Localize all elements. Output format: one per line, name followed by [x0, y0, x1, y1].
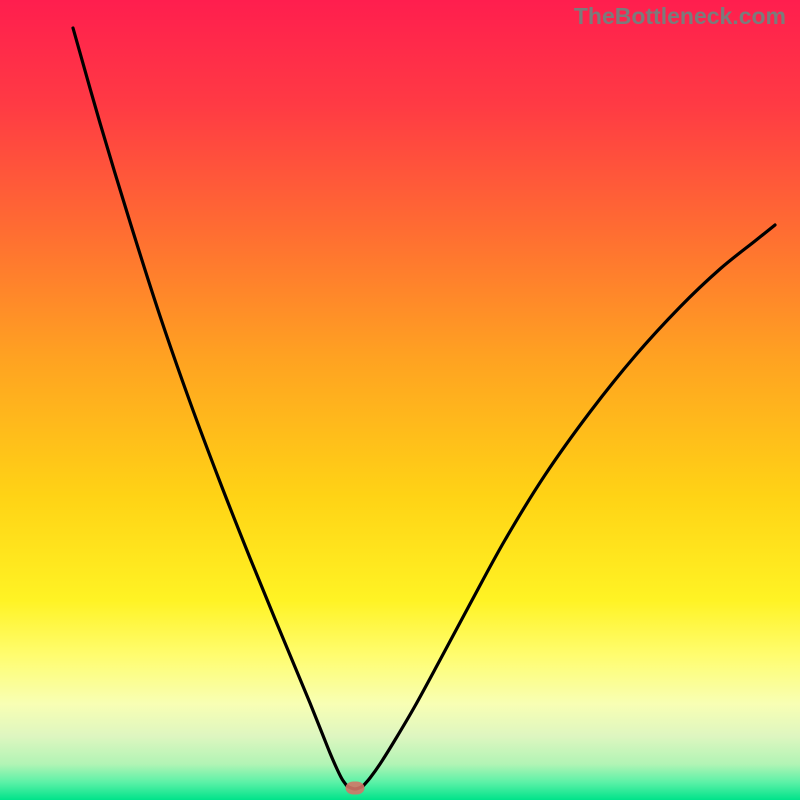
- chart-stage: TheBottleneck.com: [0, 0, 800, 800]
- watermark-text: TheBottleneck.com: [574, 3, 786, 30]
- gradient-background: [0, 0, 800, 800]
- optimum-marker: [346, 782, 365, 795]
